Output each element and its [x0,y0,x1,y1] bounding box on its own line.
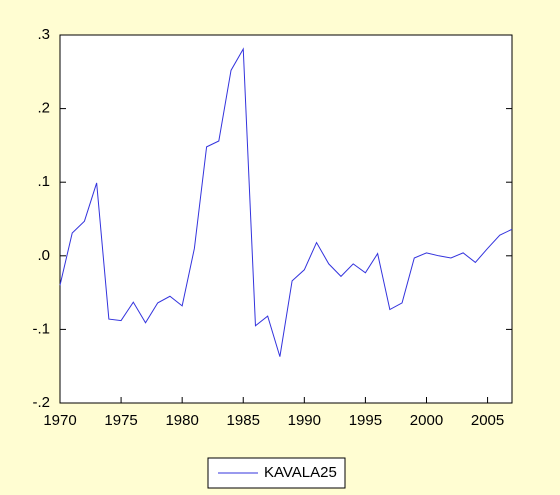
y-tick-label: .2 [37,100,50,117]
plot-area [59,34,513,404]
x-tick-label: 1985 [227,412,260,429]
y-tick-label: -.2 [32,394,50,411]
y-tick-label: .3 [37,26,50,43]
x-tick-label: 1995 [349,412,382,429]
legend-label: KAVALA25 [264,464,337,481]
x-tick-label: 1975 [104,412,137,429]
y-tick-label: .0 [37,247,50,264]
x-tick-label: 1990 [288,412,321,429]
y-tick-label: -.1 [32,320,50,337]
y-tick-label: .1 [37,173,50,190]
x-tick-label: 1970 [43,412,76,429]
x-tick-label: 2005 [471,412,504,429]
series-line [59,47,513,357]
x-tick-label: 1980 [165,412,198,429]
x-tick-label: 2000 [410,412,443,429]
